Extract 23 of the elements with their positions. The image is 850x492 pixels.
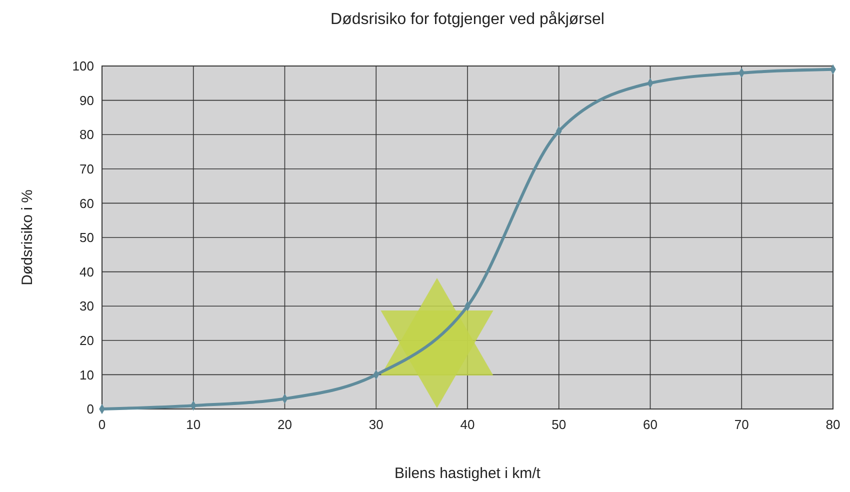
y-tick-label: 40	[80, 264, 94, 280]
y-axis-title: Dødsrisiko i %	[19, 190, 36, 286]
y-tick-label: 100	[72, 58, 94, 74]
x-tick-label: 20	[278, 417, 292, 432]
x-tick-label: 70	[734, 417, 749, 432]
y-tick-label: 80	[80, 127, 94, 142]
y-tick-label: 10	[80, 367, 94, 382]
x-tick-label: 80	[826, 417, 840, 432]
y-tick-label: 90	[80, 92, 94, 108]
x-tick-label: 30	[368, 417, 384, 432]
x-axis-title: Bilens hastighet i km/t	[394, 465, 542, 482]
y-tick-label: 60	[80, 196, 94, 211]
y-tick-label: 70	[80, 161, 94, 176]
y-tick-label: 30	[80, 298, 94, 314]
y-tick-label: 0	[86, 402, 94, 417]
x-tick-label: 10	[186, 417, 201, 432]
x-tick-label: 50	[552, 417, 566, 432]
y-tick-label: 20	[80, 332, 94, 348]
x-tick-label: 0	[98, 417, 106, 432]
chart-title: Dødsrisiko for fotgjenger ved påkjørsel	[330, 11, 604, 28]
y-tick-label: 50	[80, 230, 94, 246]
x-tick-label: 40	[460, 417, 475, 432]
x-tick-label: 60	[643, 417, 658, 432]
